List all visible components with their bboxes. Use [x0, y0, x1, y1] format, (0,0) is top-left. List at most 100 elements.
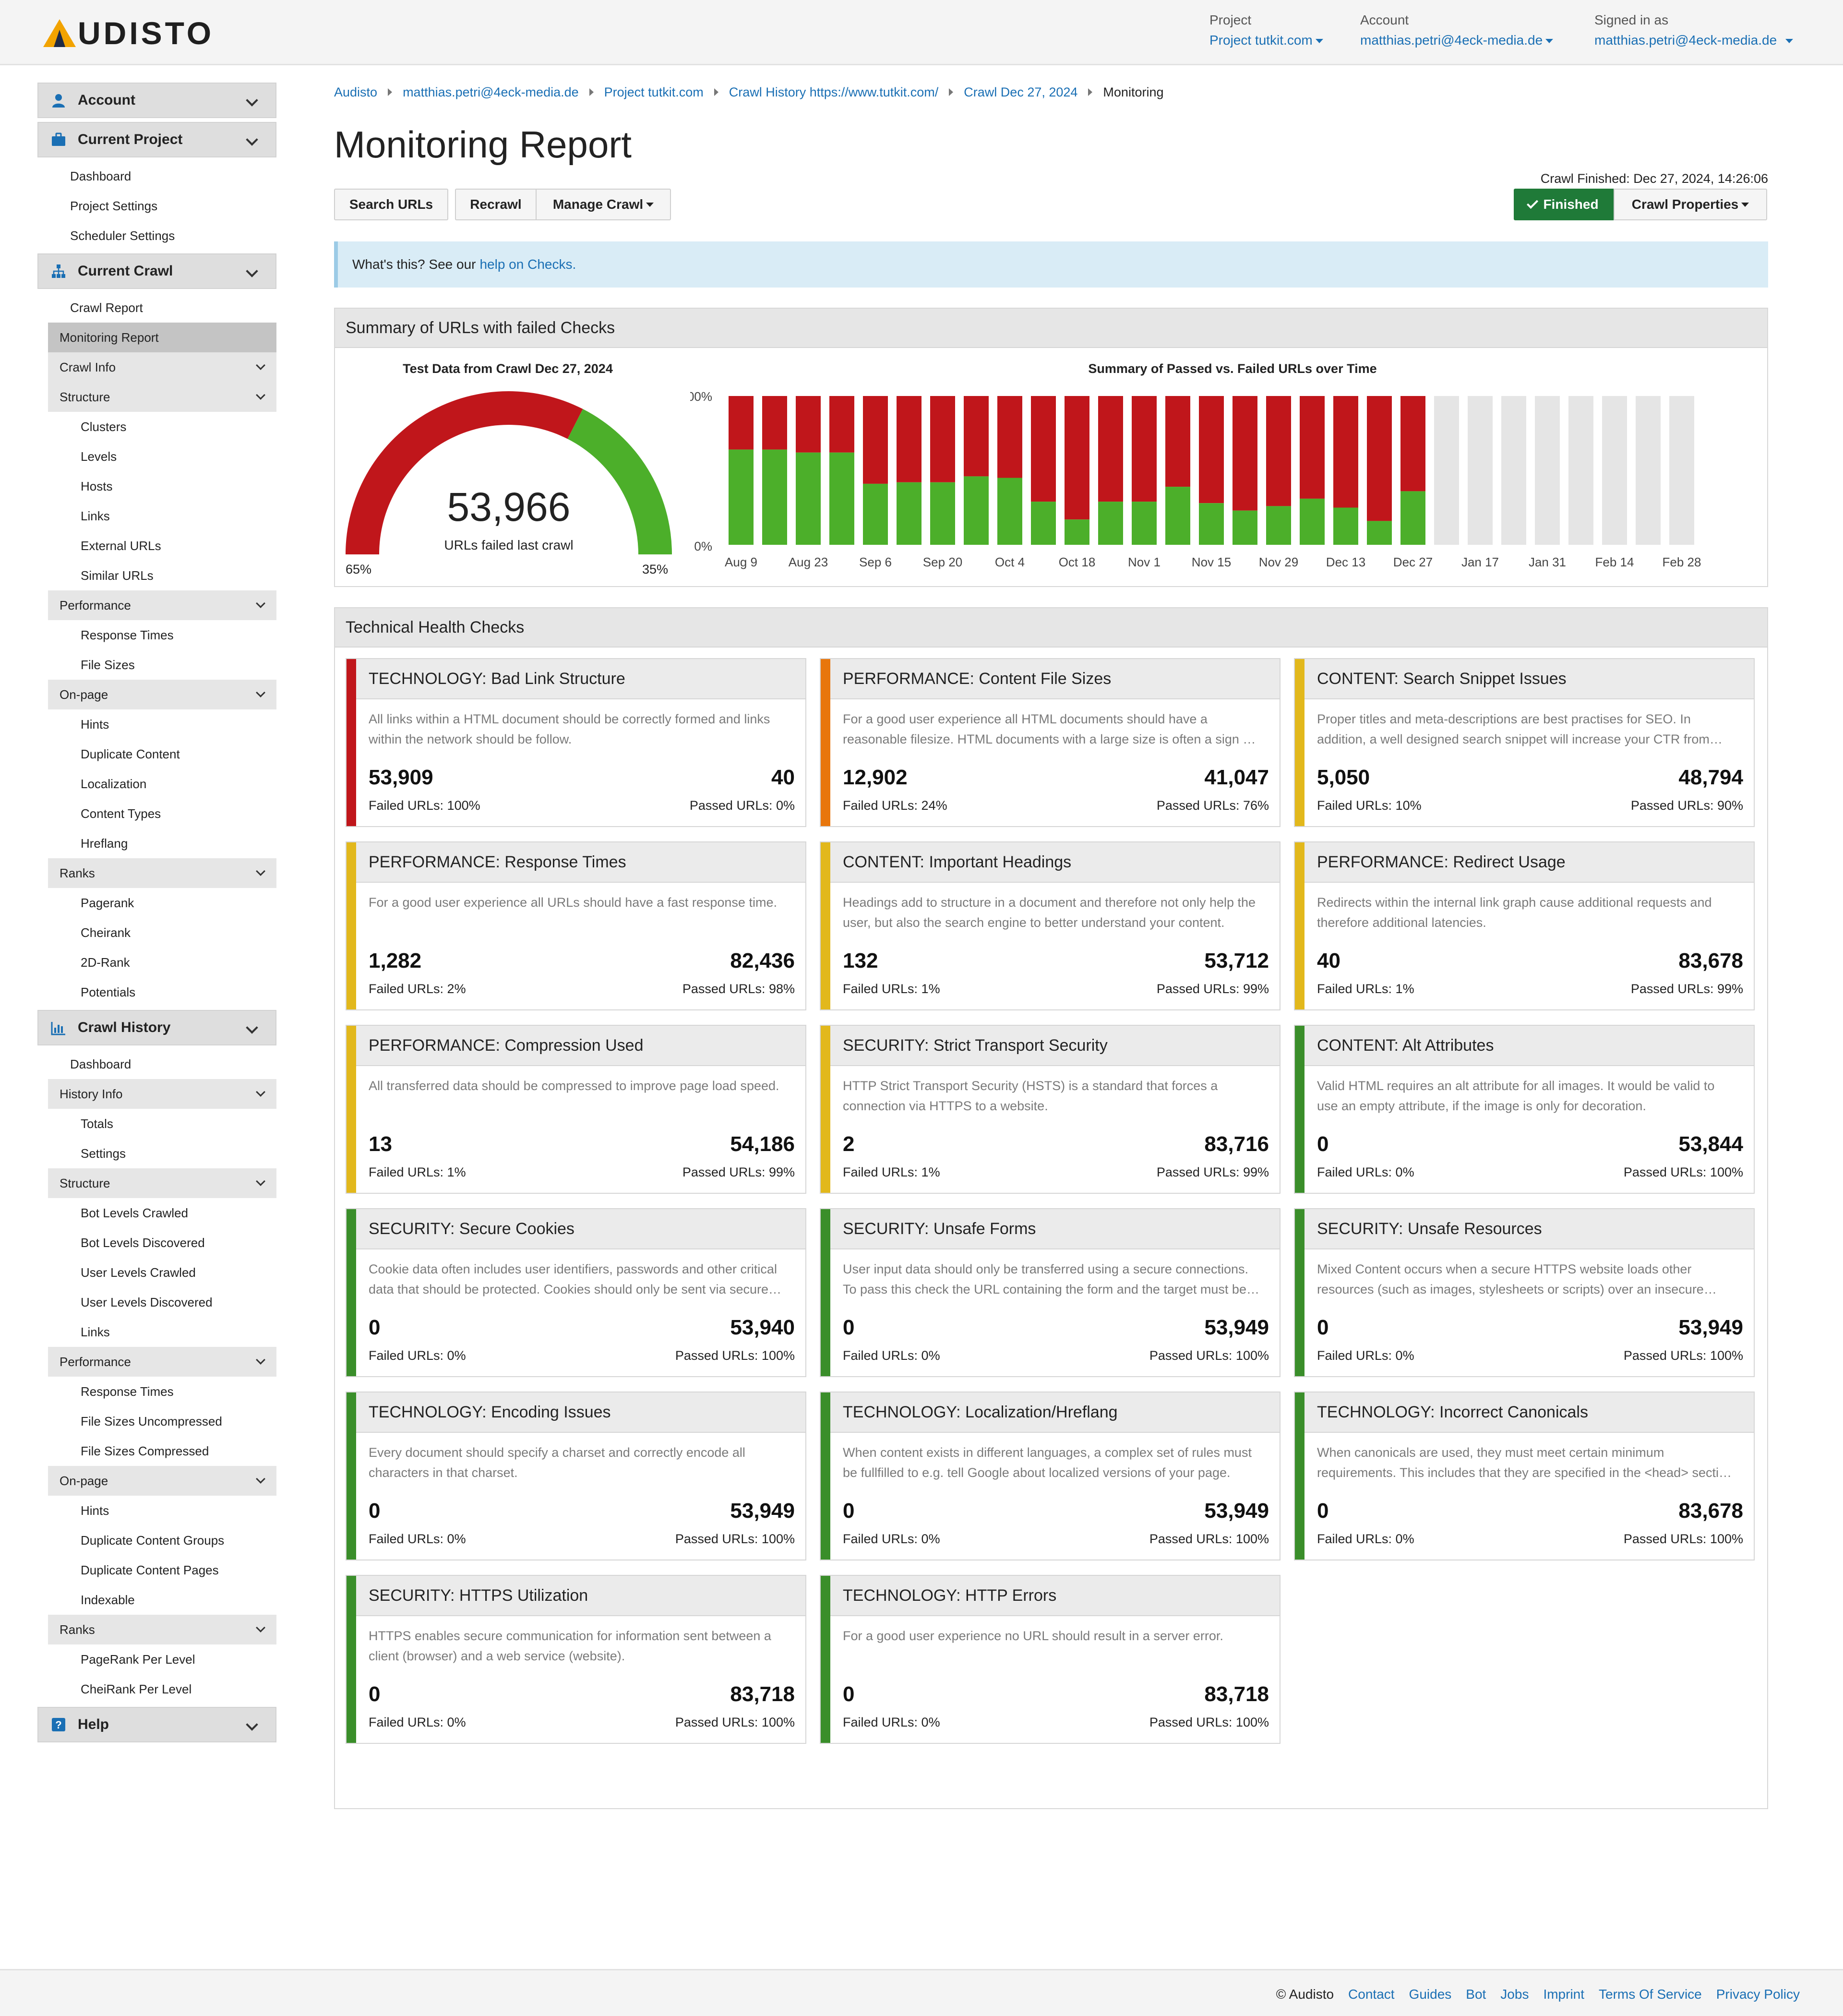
- sidebar-item-clusters[interactable]: Clusters: [81, 419, 127, 434]
- failed-count[interactable]: 132: [843, 949, 878, 972]
- passed-count[interactable]: 53,949: [1204, 1316, 1269, 1339]
- sidebar-item-history-links[interactable]: Links: [81, 1324, 110, 1339]
- chart-bar-passed[interactable]: [1199, 503, 1224, 545]
- passed-count[interactable]: 53,712: [1204, 949, 1269, 972]
- chart-bar-failed[interactable]: [1400, 396, 1425, 492]
- health-check-card[interactable]: TECHNOLOGY: Bad Link Structure All links …: [346, 658, 806, 827]
- card-title[interactable]: TECHNOLOGY: Encoding Issues: [356, 1392, 805, 1433]
- recrawl-button[interactable]: Recrawl: [455, 189, 537, 220]
- chart-bar-failed[interactable]: [863, 396, 888, 484]
- sidebar-item-links[interactable]: Links: [81, 508, 110, 523]
- sidebar-item-pagerank[interactable]: Pagerank: [81, 895, 134, 910]
- card-title[interactable]: PERFORMANCE: Content File Sizes: [830, 659, 1280, 699]
- chart-bar-failed[interactable]: [1233, 396, 1257, 511]
- sidebar-item-settings[interactable]: Settings: [81, 1146, 126, 1161]
- chart-bar-failed[interactable]: [1132, 396, 1157, 502]
- crawl-properties-dropdown[interactable]: Crawl Properties: [1614, 189, 1767, 220]
- sidebar-item-hosts[interactable]: Hosts: [81, 479, 113, 493]
- search-urls-button[interactable]: Search URLs: [334, 189, 448, 220]
- passed-count[interactable]: 83,718: [1204, 1682, 1269, 1706]
- failed-count[interactable]: 53,909: [369, 766, 433, 789]
- passed-count[interactable]: 83,716: [1204, 1132, 1269, 1156]
- sidebar-group-ranks[interactable]: Ranks: [48, 858, 276, 888]
- audisto-logo[interactable]: UDISTO: [43, 15, 214, 51]
- sidebar-item-content-types[interactable]: Content Types: [81, 806, 161, 821]
- sidebar-item-levels[interactable]: Levels: [81, 449, 117, 464]
- health-check-card[interactable]: SECURITY: Secure Cookies Cookie data ofte…: [346, 1208, 806, 1377]
- sidebar-item-file-sizes[interactable]: File Sizes: [81, 657, 135, 672]
- chart-bar-passed[interactable]: [997, 478, 1022, 545]
- footer-link-privacy[interactable]: Privacy Policy: [1716, 1987, 1800, 2002]
- card-title[interactable]: CONTENT: Search Snippet Issues: [1304, 659, 1754, 699]
- failed-count[interactable]: 2: [843, 1132, 855, 1156]
- chart-bar-failed[interactable]: [762, 396, 787, 450]
- chart-bar-passed[interactable]: [829, 452, 854, 545]
- sidebar-item-history-response-times[interactable]: Response Times: [81, 1384, 174, 1399]
- project-dropdown[interactable]: Project tutkit.com: [1209, 33, 1323, 48]
- chart-bar-failed[interactable]: [829, 396, 854, 453]
- sidebar-section-help[interactable]: ? Help: [37, 1707, 276, 1742]
- card-title[interactable]: SECURITY: Secure Cookies: [356, 1209, 805, 1249]
- passed-count[interactable]: 53,940: [730, 1316, 795, 1339]
- card-title[interactable]: PERFORMANCE: Response Times: [356, 842, 805, 883]
- chart-bar-passed[interactable]: [930, 482, 955, 545]
- card-title[interactable]: CONTENT: Alt Attributes: [1304, 1026, 1754, 1066]
- chart-bar-passed[interactable]: [1031, 502, 1056, 545]
- chart-bar-passed[interactable]: [762, 449, 787, 545]
- chart-bar-passed[interactable]: [1367, 521, 1392, 545]
- failed-count[interactable]: 0: [1317, 1499, 1329, 1523]
- failed-count[interactable]: 0: [843, 1682, 855, 1706]
- footer-link-guides[interactable]: Guides: [1409, 1987, 1452, 2002]
- sidebar-item-localization[interactable]: Localization: [81, 776, 147, 791]
- chart-bar-passed[interactable]: [1400, 491, 1425, 545]
- user-menu[interactable]: Signed in as matthias.petri@4eck-media.d…: [1594, 12, 1794, 48]
- passed-count[interactable]: 82,436: [730, 949, 795, 972]
- failed-count[interactable]: 1,282: [369, 949, 422, 972]
- card-title[interactable]: SECURITY: HTTPS Utilization: [356, 1576, 805, 1616]
- sidebar-item-similar-urls[interactable]: Similar URLs: [81, 568, 154, 583]
- breadcrumb-project[interactable]: Project tutkit.com: [604, 84, 704, 99]
- card-title[interactable]: SECURITY: Unsafe Resources: [1304, 1209, 1754, 1249]
- sidebar-group-history-performance[interactable]: Performance: [48, 1347, 276, 1377]
- card-title[interactable]: TECHNOLOGY: Localization/Hreflang: [830, 1392, 1280, 1433]
- sidebar-group-crawl-info[interactable]: Crawl Info: [48, 352, 276, 382]
- failed-count[interactable]: 0: [843, 1316, 855, 1339]
- chart-bar-passed[interactable]: [796, 452, 821, 545]
- health-check-card[interactable]: PERFORMANCE: Content File Sizes For a goo…: [820, 658, 1281, 827]
- chart-bar-failed[interactable]: [997, 396, 1022, 478]
- sidebar-item-history-dashboard[interactable]: Dashboard: [70, 1056, 132, 1071]
- sidebar-item-cheirank-per-level[interactable]: CheiRank Per Level: [81, 1681, 192, 1696]
- failed-count[interactable]: 0: [1317, 1132, 1329, 1156]
- chart-bar-passed[interactable]: [1333, 507, 1358, 545]
- chart-bar-passed[interactable]: [1266, 506, 1291, 545]
- health-check-card[interactable]: SECURITY: Unsafe Resources Mixed Content …: [1294, 1208, 1755, 1377]
- health-check-card[interactable]: TECHNOLOGY: Incorrect Canonicals When can…: [1294, 1392, 1755, 1560]
- footer-link-jobs[interactable]: Jobs: [1500, 1987, 1529, 2002]
- failed-count[interactable]: 0: [843, 1499, 855, 1523]
- chart-bar-passed[interactable]: [1065, 519, 1089, 545]
- account-selector[interactable]: Account matthias.petri@4eck-media.de: [1360, 12, 1554, 48]
- chart-bar-failed[interactable]: [1098, 396, 1123, 502]
- sidebar-item-pagerank-per-level[interactable]: PageRank Per Level: [81, 1652, 195, 1667]
- sidebar-item-external-urls[interactable]: External URLs: [81, 538, 161, 553]
- failed-count[interactable]: 13: [369, 1132, 392, 1156]
- failed-count[interactable]: 0: [369, 1499, 381, 1523]
- health-check-card[interactable]: PERFORMANCE: Compression Used All transfe…: [346, 1025, 806, 1194]
- failed-count[interactable]: 0: [1317, 1316, 1329, 1339]
- sidebar-section-crawl-history[interactable]: Crawl History: [37, 1010, 276, 1045]
- sidebar-section-account[interactable]: Account: [37, 83, 276, 118]
- sidebar-item-totals[interactable]: Totals: [81, 1116, 113, 1131]
- footer-link-contact[interactable]: Contact: [1348, 1987, 1395, 2002]
- chart-bar-failed[interactable]: [1199, 396, 1224, 504]
- passed-count[interactable]: 40: [771, 766, 795, 789]
- breadcrumb-account[interactable]: matthias.petri@4eck-media.de: [403, 84, 579, 99]
- sidebar-item-cheirank[interactable]: Cheirank: [81, 925, 131, 940]
- sidebar-item-crawl-report[interactable]: Crawl Report: [70, 300, 143, 315]
- passed-count[interactable]: 83,718: [730, 1682, 795, 1706]
- chart-bar-passed[interactable]: [897, 482, 922, 545]
- card-title[interactable]: SECURITY: Strict Transport Security: [830, 1026, 1280, 1066]
- passed-count[interactable]: 53,844: [1678, 1132, 1743, 1156]
- breadcrumb-crawl-history[interactable]: Crawl History https://www.tutkit.com/: [729, 84, 939, 99]
- failed-count[interactable]: 5,050: [1317, 766, 1370, 789]
- chart-bar-passed[interactable]: [729, 449, 754, 545]
